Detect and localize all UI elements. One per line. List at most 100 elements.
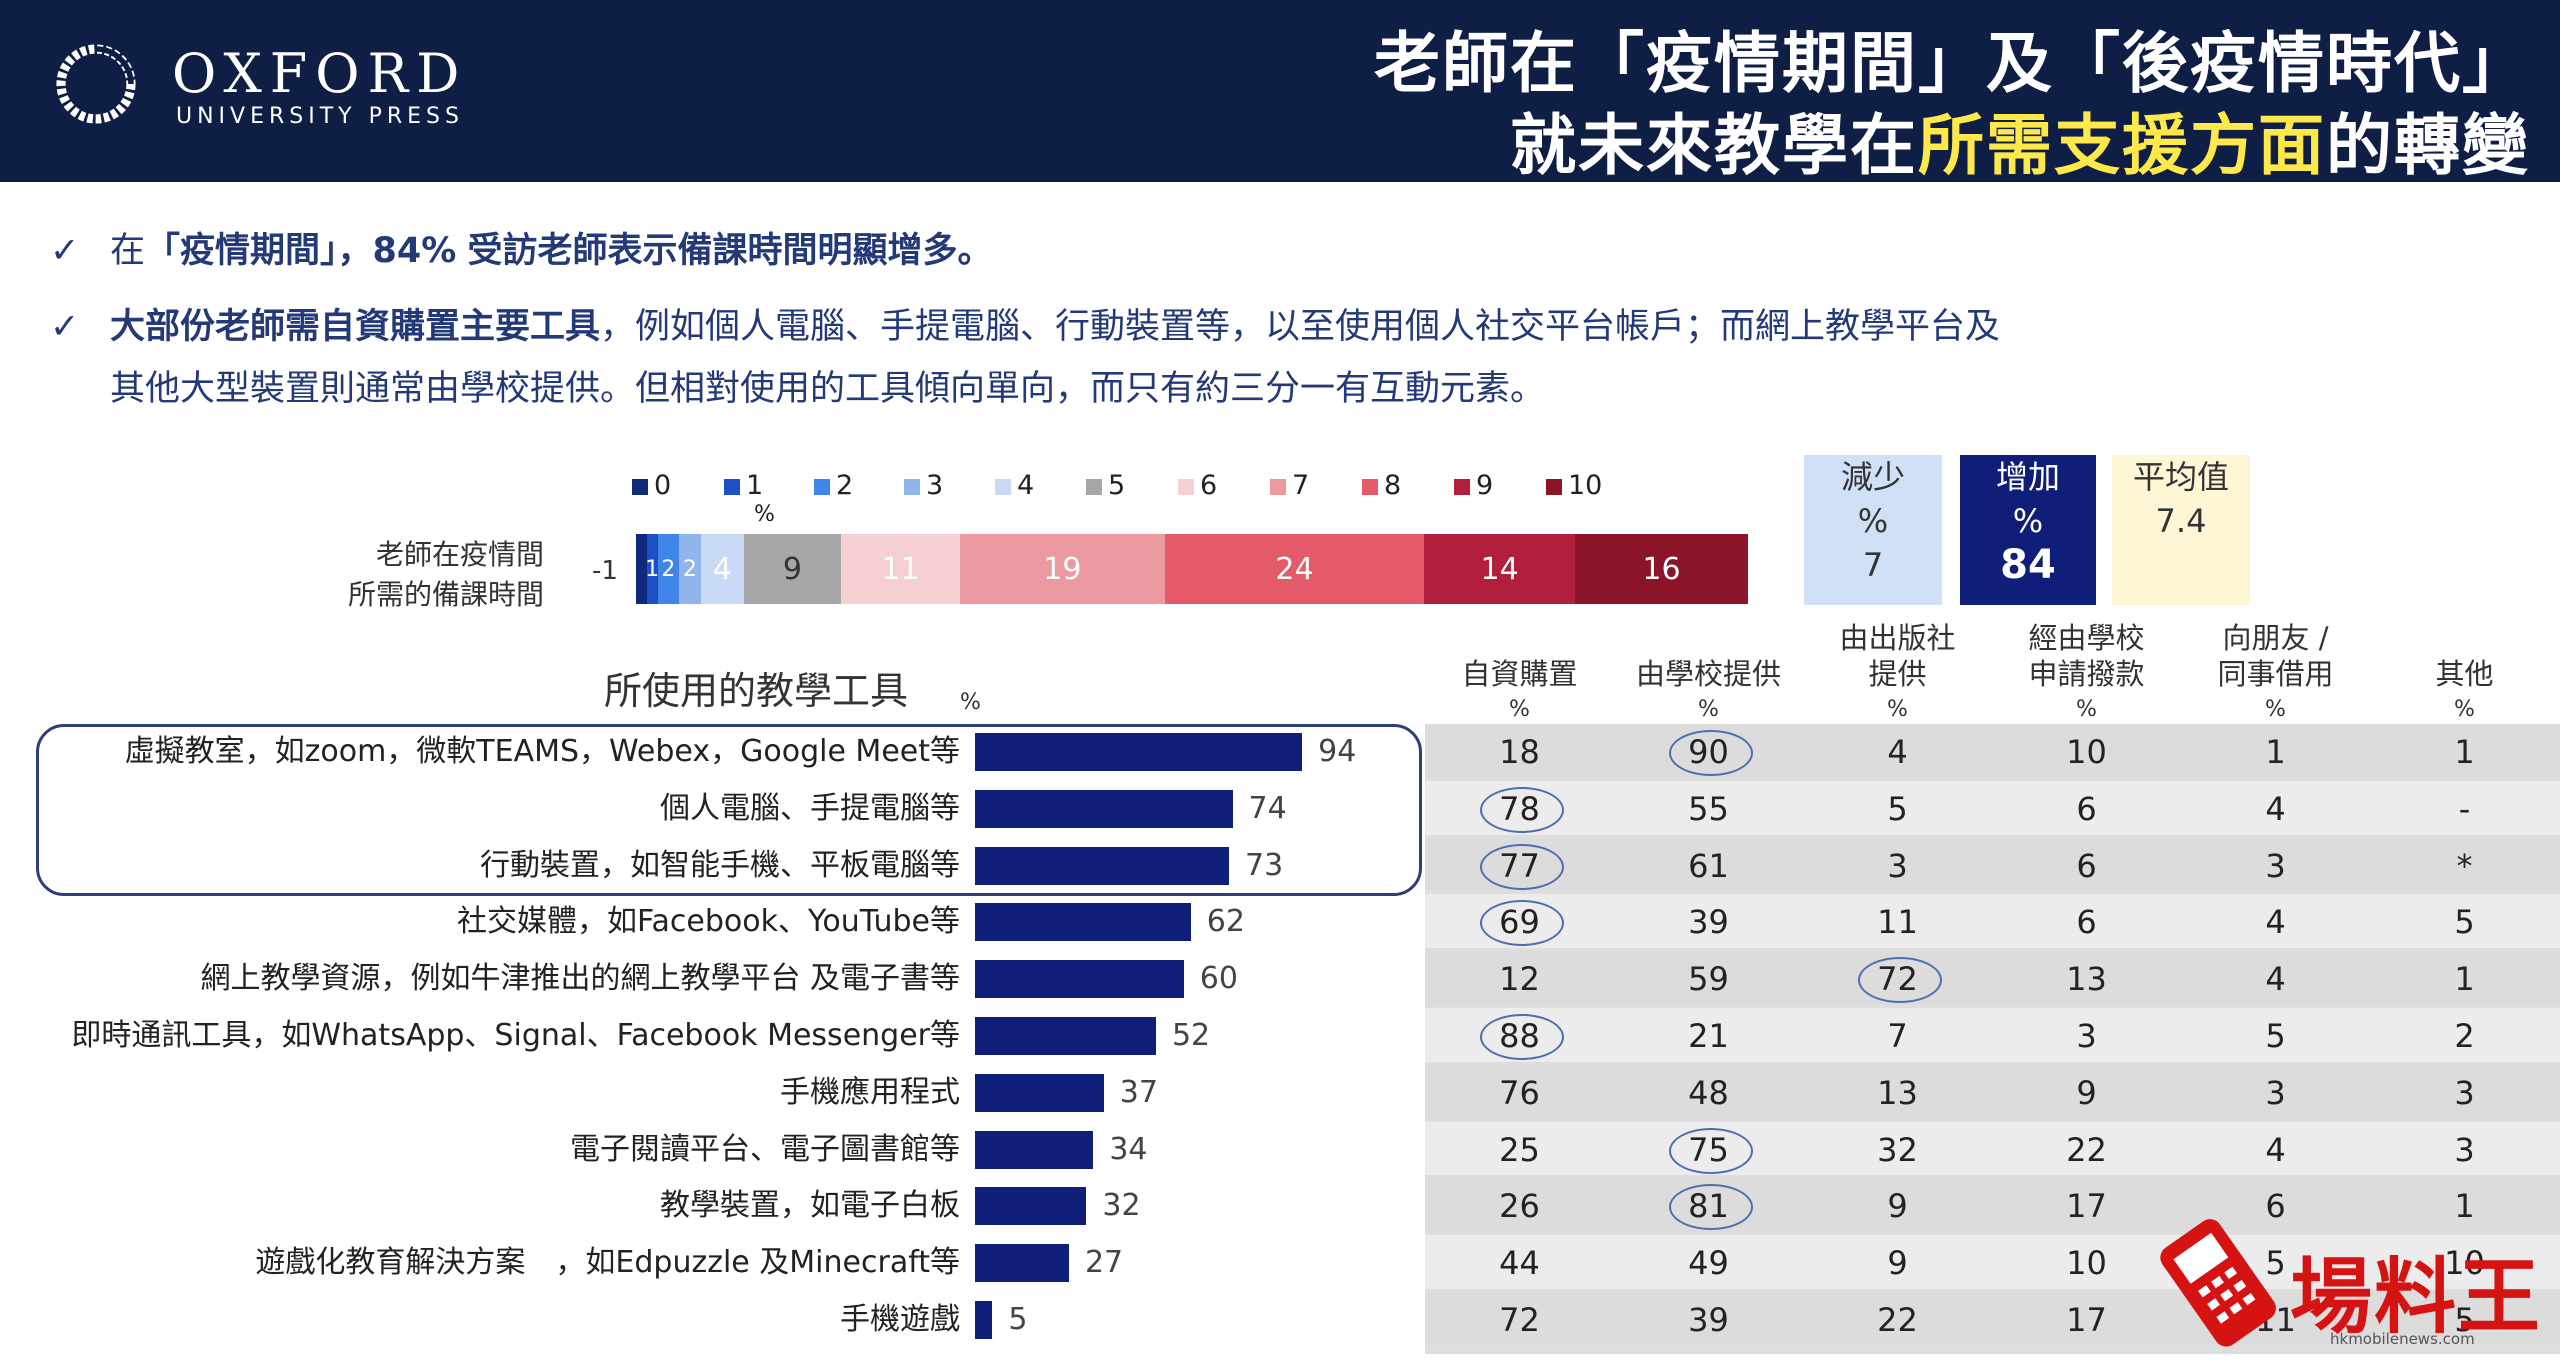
- legend-swatch: [904, 478, 920, 495]
- bullet-1-post: 受訪老師表示備課時間明顯增多。: [467, 231, 993, 271]
- header-line: [1614, 620, 1803, 656]
- table-column-header: 由出版社 提供%: [1803, 620, 1992, 728]
- highlight-circle: [1479, 786, 1564, 833]
- highlight-circle: [1479, 900, 1564, 947]
- table-cell: 59: [1688, 960, 1729, 999]
- table-cell: 3: [2265, 846, 2286, 885]
- legend-swatch: [632, 478, 648, 495]
- bar-category-label: 手機應用程式: [780, 1074, 960, 1110]
- check-icon: ✓: [50, 307, 80, 347]
- summary-decrease-unit: %: [1857, 502, 1889, 540]
- table-column-header: 由學校提供%: [1614, 620, 1803, 728]
- table-cell: 5: [2454, 903, 2475, 942]
- bullet-2-bold: 大部份老師需自資購置主要工具: [110, 307, 601, 347]
- legend-item-10: 10: [1546, 470, 1602, 501]
- legend-label: 8: [1384, 470, 1402, 501]
- bar: [975, 1187, 1087, 1226]
- legend-swatch: [1454, 478, 1470, 495]
- bar-value-label: 37: [1119, 1074, 1158, 1110]
- bar: [975, 846, 1230, 885]
- table-cell: 12: [1499, 960, 1540, 999]
- header-line: %: [1509, 697, 1530, 722]
- bar-category-label: 即時通訊工具，如WhatsApp、Signal、Facebook Messeng…: [71, 1018, 960, 1053]
- table-cell: 17: [2066, 1187, 2107, 1226]
- bar-value-label: 94: [1318, 734, 1357, 769]
- table-cell: 1: [2454, 960, 2475, 999]
- highlight-circle: [1857, 957, 1942, 1004]
- stack-label-line2: 所需的備課時間: [347, 578, 544, 611]
- table-cell: 76: [1499, 1073, 1540, 1112]
- bar-category-label: 虛擬教室，如zoom，微軟TEAMS，Webex，Google Meet等: [124, 734, 960, 769]
- legend-label: 5: [1108, 470, 1126, 501]
- legend-label: 10: [1568, 470, 1603, 501]
- legend-item-6: 6: [1178, 470, 1217, 501]
- table-cell: 49: [1688, 1244, 1729, 1283]
- title-line2-highlight: 所需支援方面: [1918, 107, 2326, 184]
- table-cell: 5: [1887, 789, 1908, 828]
- table-row: [1425, 1235, 2560, 1289]
- stack-category-label: 老師在疫情間所需的備課時間: [348, 535, 544, 615]
- summary-average-label: 平均值: [2132, 458, 2229, 496]
- table-cell: 2: [2454, 1017, 2475, 1055]
- header-line: 提供: [1868, 657, 1927, 691]
- summary-average-value: 7.4: [2155, 502, 2207, 540]
- legend-item-1: 1: [724, 470, 763, 501]
- legend-swatch: [1362, 478, 1378, 495]
- table-cell: 1: [2265, 733, 2286, 771]
- header-line: 向朋友 /: [2222, 621, 2329, 655]
- legend-item-8: 8: [1362, 470, 1401, 501]
- table-cell: 6: [2076, 846, 2097, 885]
- table-row: [1425, 1008, 2560, 1062]
- table-cell: 22: [1877, 1301, 1918, 1339]
- table-column-header: 自資購置%: [1425, 620, 1614, 728]
- table-row: [1425, 1121, 2560, 1176]
- legend-swatch: [1178, 478, 1194, 495]
- table-cell: 1: [2454, 733, 2475, 771]
- table-column-header: 向朋友 / 同事借用%: [2181, 620, 2370, 728]
- bar-value-label: 73: [1245, 847, 1284, 883]
- bar-value-label: 74: [1248, 790, 1287, 826]
- legend-unit: %: [754, 502, 775, 527]
- legend-label: 0: [654, 470, 672, 501]
- legend-item-5: 5: [1086, 470, 1125, 501]
- table-cell: 5: [2454, 1301, 2475, 1339]
- stack-segment-6: 11: [841, 534, 960, 604]
- bar: [975, 903, 1191, 942]
- highlight-circle: [1668, 1184, 1753, 1231]
- table-row: [1425, 951, 2560, 1005]
- watermark-url: hkmobilenews.com: [2330, 1330, 2475, 1348]
- title-line2-pre: 就未來教學在: [1510, 107, 1918, 184]
- bar-value-label: 32: [1102, 1188, 1141, 1224]
- stack-label-line1: 老師在疫情間: [375, 538, 544, 571]
- summary-decrease-value: 7: [1862, 546, 1884, 584]
- table-cell: 3: [2454, 1073, 2475, 1112]
- table-cell: 3: [2265, 1073, 2286, 1112]
- table-cell: 48: [1688, 1073, 1729, 1112]
- bar: [975, 960, 1184, 999]
- highlight-circle: [1479, 843, 1564, 890]
- table-row: [1425, 1292, 2560, 1346]
- phone-logo-icon: [2160, 1219, 2276, 1347]
- table-cell: 72: [1499, 1301, 1540, 1339]
- oxford-logo-icon: [56, 44, 136, 124]
- legend-label: 7: [1292, 470, 1310, 501]
- header-line: 自資購置: [1461, 657, 1578, 691]
- bullet-2: ✓ 大部份老師需自資購置主要工具，例如個人電腦、手提電腦、行動裝置等，以至使用個人…: [50, 298, 2000, 349]
- bar-value-label: 34: [1109, 1131, 1148, 1167]
- table-cell: 1: [2454, 1187, 2475, 1226]
- header-line: %: [2454, 697, 2475, 722]
- legend-swatch: [995, 478, 1011, 495]
- table-cell: 6: [2076, 903, 2097, 942]
- bar: [975, 1244, 1069, 1283]
- stack-segment-0: [636, 534, 647, 604]
- table-cell: -: [2458, 789, 2471, 828]
- legend-swatch: [1546, 478, 1562, 495]
- table-cell: 10: [2444, 1244, 2485, 1283]
- highlight-circle: [1479, 1014, 1564, 1060]
- legend-label: 3: [926, 470, 944, 501]
- summary-decrease-label: 減少: [1840, 458, 1905, 496]
- legend-label: 2: [836, 470, 854, 501]
- table-cell: 3: [1887, 846, 1908, 885]
- table-cell: 10: [2066, 1244, 2107, 1283]
- summary-increase-unit: %: [2012, 502, 2044, 540]
